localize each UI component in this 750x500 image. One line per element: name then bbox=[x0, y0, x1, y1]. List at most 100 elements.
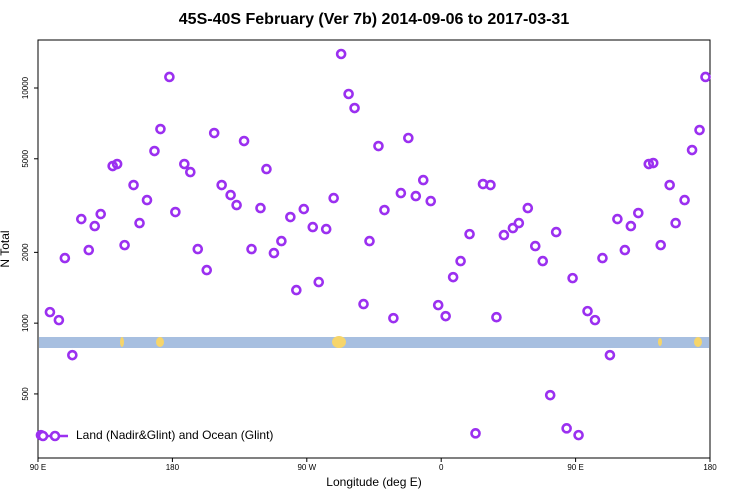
x-tick-label: 90 E bbox=[567, 463, 583, 472]
x-tick-label: 90 E bbox=[30, 463, 46, 472]
data-point bbox=[440, 310, 451, 322]
data-point bbox=[522, 202, 534, 214]
data-point bbox=[664, 179, 675, 191]
data-point bbox=[335, 48, 347, 60]
data-point bbox=[619, 244, 631, 256]
legend-item: Land (Nadir&Glint) and Ocean (Glint) bbox=[37, 428, 273, 442]
x-tick-label: 0 bbox=[439, 463, 444, 472]
data-point bbox=[432, 299, 444, 311]
land-spot bbox=[694, 337, 702, 347]
data-point bbox=[589, 314, 601, 326]
data-point bbox=[612, 213, 623, 225]
data-point bbox=[231, 199, 242, 211]
data-point bbox=[686, 144, 698, 156]
legend-marker bbox=[37, 430, 49, 442]
data-point bbox=[128, 179, 139, 191]
data-point bbox=[567, 272, 578, 284]
x-axis-label: Longitude (deg E) bbox=[326, 475, 421, 489]
legend-label: Land (Nadir&Glint) and Ocean (Glint) bbox=[76, 428, 273, 442]
data-point bbox=[643, 158, 655, 170]
data-point bbox=[425, 195, 437, 207]
data-point bbox=[208, 127, 220, 139]
data-point bbox=[485, 179, 496, 191]
data-point bbox=[464, 228, 475, 240]
data-point bbox=[255, 202, 266, 214]
data-point bbox=[498, 229, 510, 241]
data-point bbox=[67, 349, 78, 361]
data-point bbox=[238, 135, 250, 147]
data-point bbox=[358, 298, 369, 310]
land-mask-band bbox=[39, 336, 709, 348]
data-point bbox=[268, 247, 280, 259]
chart-title: 45S-40S February (Ver 7b) 2014-09-06 to … bbox=[179, 11, 570, 28]
data-point bbox=[604, 349, 616, 361]
data-point bbox=[216, 179, 227, 191]
legend-marker bbox=[49, 430, 61, 442]
data-point bbox=[364, 235, 375, 247]
data-point bbox=[573, 429, 584, 441]
data-point bbox=[513, 217, 525, 229]
data-point bbox=[111, 158, 123, 170]
land-spot bbox=[332, 336, 346, 348]
data-point bbox=[544, 389, 556, 401]
data-point bbox=[95, 208, 107, 220]
data-point bbox=[561, 423, 572, 434]
data-point bbox=[201, 264, 213, 276]
data-point bbox=[285, 211, 296, 223]
data-point bbox=[597, 252, 608, 264]
y-axis-label: N Total bbox=[0, 230, 12, 267]
y-tick-label: 5000 bbox=[21, 149, 30, 167]
data-point bbox=[141, 194, 153, 206]
data-point bbox=[261, 163, 272, 175]
data-point bbox=[470, 428, 481, 439]
ocean-band bbox=[39, 337, 709, 348]
data-point bbox=[246, 243, 257, 255]
data-point bbox=[320, 223, 332, 235]
y-tick-label: 500 bbox=[21, 387, 30, 401]
data-point bbox=[670, 217, 681, 229]
y-tick-label: 1000 bbox=[21, 314, 30, 332]
y-tick-label: 2000 bbox=[21, 243, 30, 261]
land-spot bbox=[120, 337, 124, 347]
data-point bbox=[313, 276, 325, 288]
data-point bbox=[379, 204, 390, 216]
x-tick-label: 180 bbox=[166, 463, 180, 472]
data-point bbox=[170, 206, 181, 218]
data-point bbox=[537, 255, 549, 267]
data-point bbox=[149, 145, 160, 157]
data-point bbox=[550, 226, 562, 238]
data-point bbox=[53, 314, 65, 326]
data-point bbox=[403, 132, 414, 144]
data-point bbox=[491, 311, 502, 323]
data-point bbox=[119, 239, 130, 251]
data-point bbox=[647, 157, 659, 169]
data-point bbox=[388, 312, 399, 324]
data-point bbox=[507, 222, 519, 234]
data-point bbox=[349, 102, 360, 114]
data-point bbox=[679, 194, 690, 206]
data-point bbox=[59, 252, 71, 264]
data-point bbox=[225, 189, 236, 201]
data-point bbox=[455, 255, 466, 267]
data-point bbox=[89, 220, 101, 232]
plot-frame bbox=[37, 39, 711, 459]
data-point bbox=[134, 217, 145, 229]
data-point bbox=[328, 192, 339, 204]
data-point bbox=[298, 203, 310, 215]
data-point bbox=[582, 305, 593, 317]
data-point bbox=[179, 158, 190, 170]
data-point bbox=[529, 240, 541, 252]
data-point bbox=[395, 187, 407, 199]
data-point bbox=[276, 235, 287, 247]
y-tick-label: 10000 bbox=[21, 76, 30, 99]
data-point bbox=[625, 220, 637, 232]
data-point bbox=[447, 271, 459, 283]
data-point bbox=[655, 239, 667, 251]
data-point bbox=[694, 124, 705, 136]
data-point bbox=[185, 166, 196, 178]
data-point bbox=[700, 71, 711, 83]
x-tick-label: 180 bbox=[703, 463, 717, 472]
data-point bbox=[83, 244, 95, 256]
data-point bbox=[164, 71, 175, 83]
